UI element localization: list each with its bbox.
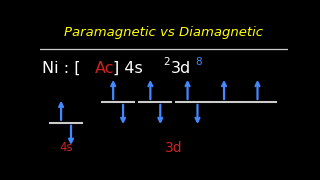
Text: 3d: 3d: [171, 60, 191, 76]
Text: 4s: 4s: [59, 141, 73, 154]
Text: ] 4s: ] 4s: [113, 60, 143, 76]
Text: Ni : [: Ni : [: [43, 60, 81, 76]
Text: 3d: 3d: [165, 141, 183, 155]
Text: Paramagnetic vs Diamagnetic: Paramagnetic vs Diamagnetic: [65, 26, 263, 39]
Text: 8: 8: [196, 57, 202, 67]
Text: Ac: Ac: [95, 60, 114, 76]
Text: 2: 2: [163, 57, 170, 67]
